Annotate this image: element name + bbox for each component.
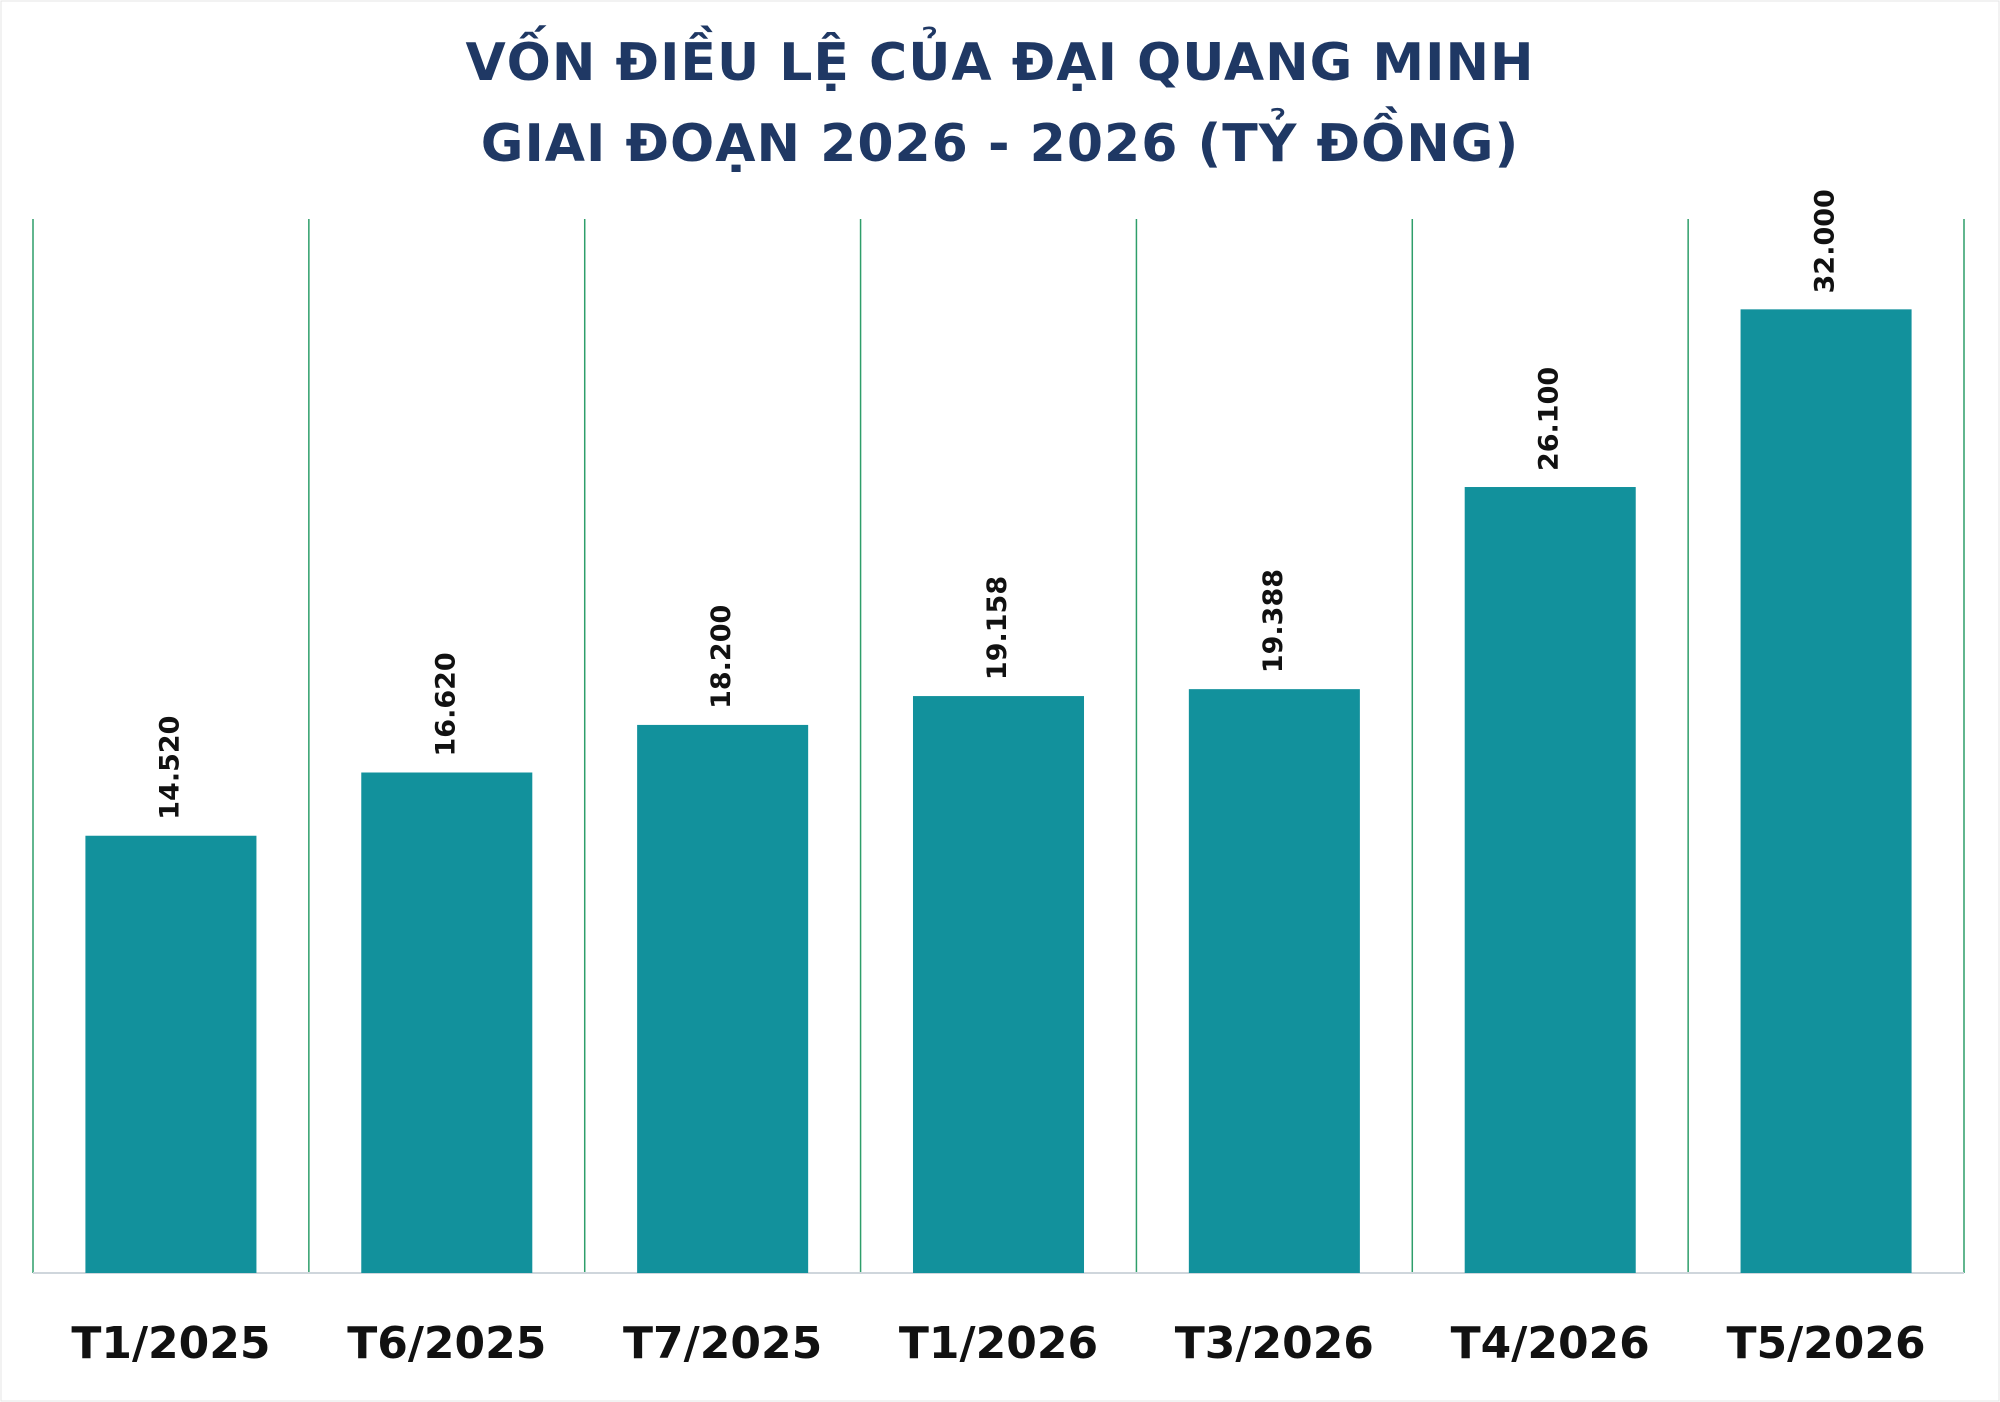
x-tick-label: T7/2025 — [623, 1318, 822, 1369]
chart-title: VỐN ĐIỀU LỆ CỦA ĐẠI QUANG MINH — [465, 25, 1534, 93]
x-tick-label: T1/2025 — [71, 1318, 270, 1369]
bar — [361, 772, 533, 1273]
value-label: 19.158 — [982, 576, 1013, 680]
x-tick-label: T5/2026 — [1726, 1318, 1925, 1369]
value-label: 14.520 — [154, 716, 185, 820]
value-label: 16.620 — [430, 652, 461, 756]
x-tick-label: T1/2026 — [899, 1318, 1098, 1369]
x-tick-label: T6/2025 — [347, 1318, 546, 1369]
bar — [1464, 487, 1636, 1273]
value-label: 32.000 — [1810, 189, 1841, 293]
chart-title: GIAI ĐOẠN 2026 - 2026 (TỶ ĐỒNG) — [481, 106, 1519, 174]
bar — [85, 835, 257, 1273]
bar — [1740, 309, 1912, 1273]
bar — [637, 724, 809, 1273]
x-tick-label: T4/2026 — [1451, 1318, 1650, 1369]
x-tick-label: T3/2026 — [1175, 1318, 1374, 1369]
bar — [912, 696, 1085, 1273]
value-label: 18.200 — [706, 605, 737, 709]
value-label: 19.388 — [1258, 569, 1289, 673]
value-label: 26.100 — [1534, 367, 1565, 471]
bar — [1188, 689, 1360, 1273]
